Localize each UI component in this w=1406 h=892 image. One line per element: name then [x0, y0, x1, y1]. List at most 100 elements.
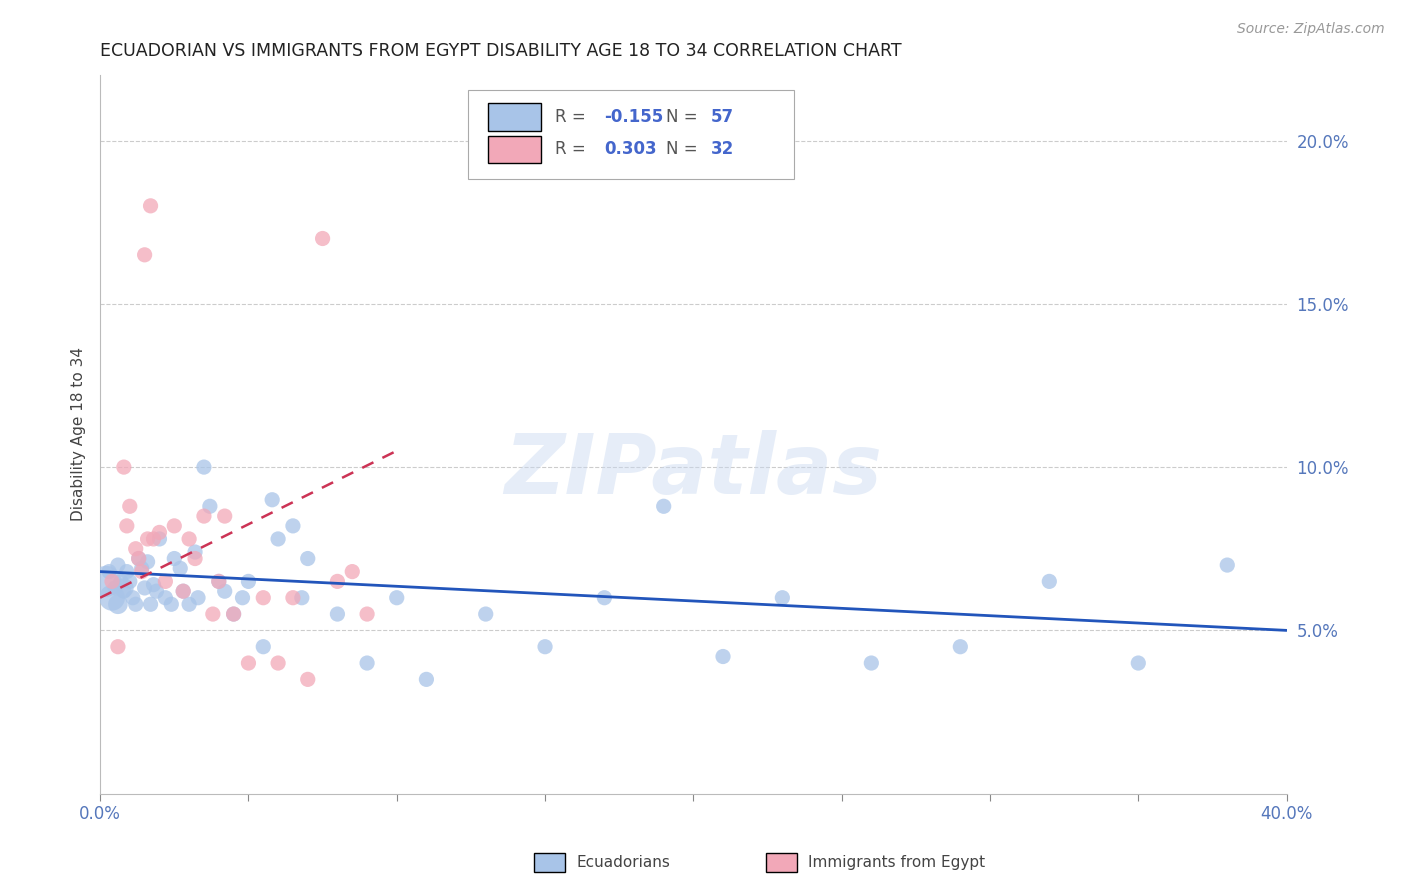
Text: 0.303: 0.303	[605, 140, 657, 158]
Text: Ecuadorians: Ecuadorians	[576, 855, 671, 870]
Point	[193, 460, 215, 475]
Text: -0.155: -0.155	[605, 108, 664, 126]
Point	[98, 565, 121, 579]
Point	[474, 607, 496, 621]
Point	[281, 519, 304, 533]
Point	[139, 199, 162, 213]
Point	[267, 656, 290, 670]
Text: N =: N =	[666, 140, 697, 158]
Point	[172, 584, 194, 599]
Point	[193, 509, 215, 524]
Point	[125, 597, 148, 611]
Point	[142, 577, 165, 591]
Point	[128, 551, 150, 566]
Point	[356, 607, 378, 621]
Point	[326, 607, 349, 621]
Point	[208, 574, 231, 589]
Point	[267, 532, 290, 546]
Point	[252, 591, 274, 605]
Point	[297, 673, 319, 687]
Point	[94, 574, 117, 589]
Point	[342, 565, 364, 579]
Point	[160, 597, 183, 611]
Point	[128, 551, 150, 566]
Point	[198, 500, 221, 514]
Point	[222, 607, 245, 621]
Point	[711, 649, 734, 664]
Point	[415, 673, 437, 687]
Point	[118, 574, 141, 589]
Point	[252, 640, 274, 654]
Point	[238, 656, 260, 670]
Point	[385, 591, 408, 605]
Text: Source: ZipAtlas.com: Source: ZipAtlas.com	[1237, 22, 1385, 37]
Point	[534, 640, 557, 654]
Point	[860, 656, 883, 670]
Point	[118, 500, 141, 514]
Point	[110, 574, 132, 589]
Point	[139, 597, 162, 611]
Point	[104, 581, 127, 595]
Point	[179, 532, 201, 546]
Point	[326, 574, 349, 589]
Point	[155, 591, 177, 605]
Y-axis label: Disability Age 18 to 34: Disability Age 18 to 34	[72, 348, 86, 522]
Text: R =: R =	[554, 140, 585, 158]
Point	[134, 248, 156, 262]
Point	[125, 541, 148, 556]
Point	[187, 591, 209, 605]
Point	[107, 558, 129, 572]
Point	[121, 591, 143, 605]
Point	[131, 565, 153, 579]
Text: ECUADORIAN VS IMMIGRANTS FROM EGYPT DISABILITY AGE 18 TO 34 CORRELATION CHART: ECUADORIAN VS IMMIGRANTS FROM EGYPT DISA…	[100, 42, 901, 60]
Point	[145, 584, 167, 599]
Point	[208, 574, 231, 589]
Point	[1128, 656, 1150, 670]
Point	[115, 565, 138, 579]
Point	[112, 584, 135, 599]
Point	[1038, 574, 1060, 589]
Point	[214, 509, 236, 524]
Point	[297, 551, 319, 566]
Point	[142, 532, 165, 546]
Text: 32: 32	[711, 140, 734, 158]
Point	[311, 231, 333, 245]
FancyBboxPatch shape	[468, 89, 794, 179]
Point	[231, 591, 253, 605]
Point	[281, 591, 304, 605]
Point	[238, 574, 260, 589]
Point	[222, 607, 245, 621]
Point	[107, 597, 129, 611]
Point	[101, 574, 124, 589]
Point	[148, 532, 170, 546]
Text: 57: 57	[711, 108, 734, 126]
Point	[112, 581, 135, 595]
Point	[112, 460, 135, 475]
Point	[131, 561, 153, 575]
Point	[163, 519, 186, 533]
Point	[291, 591, 314, 605]
Text: ZIPatlas: ZIPatlas	[505, 430, 883, 511]
Point	[172, 584, 194, 599]
Point	[184, 545, 207, 559]
Point	[134, 581, 156, 595]
Point	[652, 500, 675, 514]
Point	[593, 591, 616, 605]
Point	[155, 574, 177, 589]
Point	[949, 640, 972, 654]
Point	[169, 561, 191, 575]
Text: N =: N =	[666, 108, 697, 126]
FancyBboxPatch shape	[488, 103, 541, 130]
Point	[770, 591, 793, 605]
FancyBboxPatch shape	[488, 136, 541, 163]
Text: Immigrants from Egypt: Immigrants from Egypt	[808, 855, 986, 870]
Point	[356, 656, 378, 670]
Text: R =: R =	[554, 108, 585, 126]
Point	[1216, 558, 1239, 572]
Point	[262, 492, 284, 507]
Point	[115, 519, 138, 533]
Point	[136, 555, 159, 569]
Point	[179, 597, 201, 611]
Point	[101, 591, 124, 605]
Point	[163, 551, 186, 566]
